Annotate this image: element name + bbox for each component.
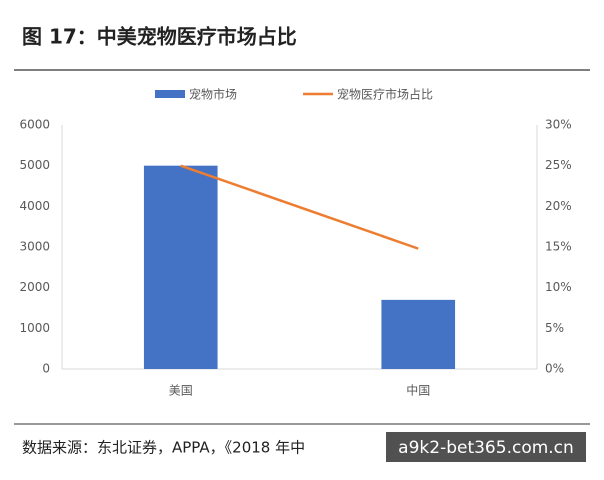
watermark-box [386, 432, 586, 462]
y-tick-label: 0 [42, 362, 50, 376]
x-tick-label: 中国 [406, 383, 430, 398]
bar [381, 299, 456, 369]
y2-tick-label: 10% [545, 280, 572, 294]
y2-tick-label: 15% [545, 240, 572, 254]
y-tick-label: 2000 [19, 280, 50, 294]
y2-tick-label: 25% [545, 158, 572, 172]
bar [143, 165, 218, 369]
y2-tick-label: 5% [545, 321, 564, 335]
legend-label: 宠物医疗市场占比 [337, 87, 433, 102]
y-tick-label: 3000 [19, 240, 50, 254]
y-tick-label: 4000 [19, 199, 50, 213]
y-tick-label: 5000 [19, 158, 50, 172]
y2-tick-label: 30% [545, 118, 572, 132]
watermark: a9k2-bet365.com.cn [398, 438, 574, 458]
y2-tick-label: 0% [545, 362, 564, 376]
y2-tick-label: 20% [545, 199, 572, 213]
source: 数据来源：东北证券，APPA，《2018 年中 [22, 439, 305, 457]
legend-swatch [155, 90, 185, 98]
y-tick-label: 1000 [19, 321, 50, 335]
legend-label: 宠物市场 [189, 87, 237, 102]
y-tick-label: 6000 [19, 118, 50, 132]
line [180, 164, 419, 250]
chart-title: 图 17：中美宠物医疗市场占比 [22, 25, 297, 49]
x-tick-label: 美国 [169, 384, 193, 398]
